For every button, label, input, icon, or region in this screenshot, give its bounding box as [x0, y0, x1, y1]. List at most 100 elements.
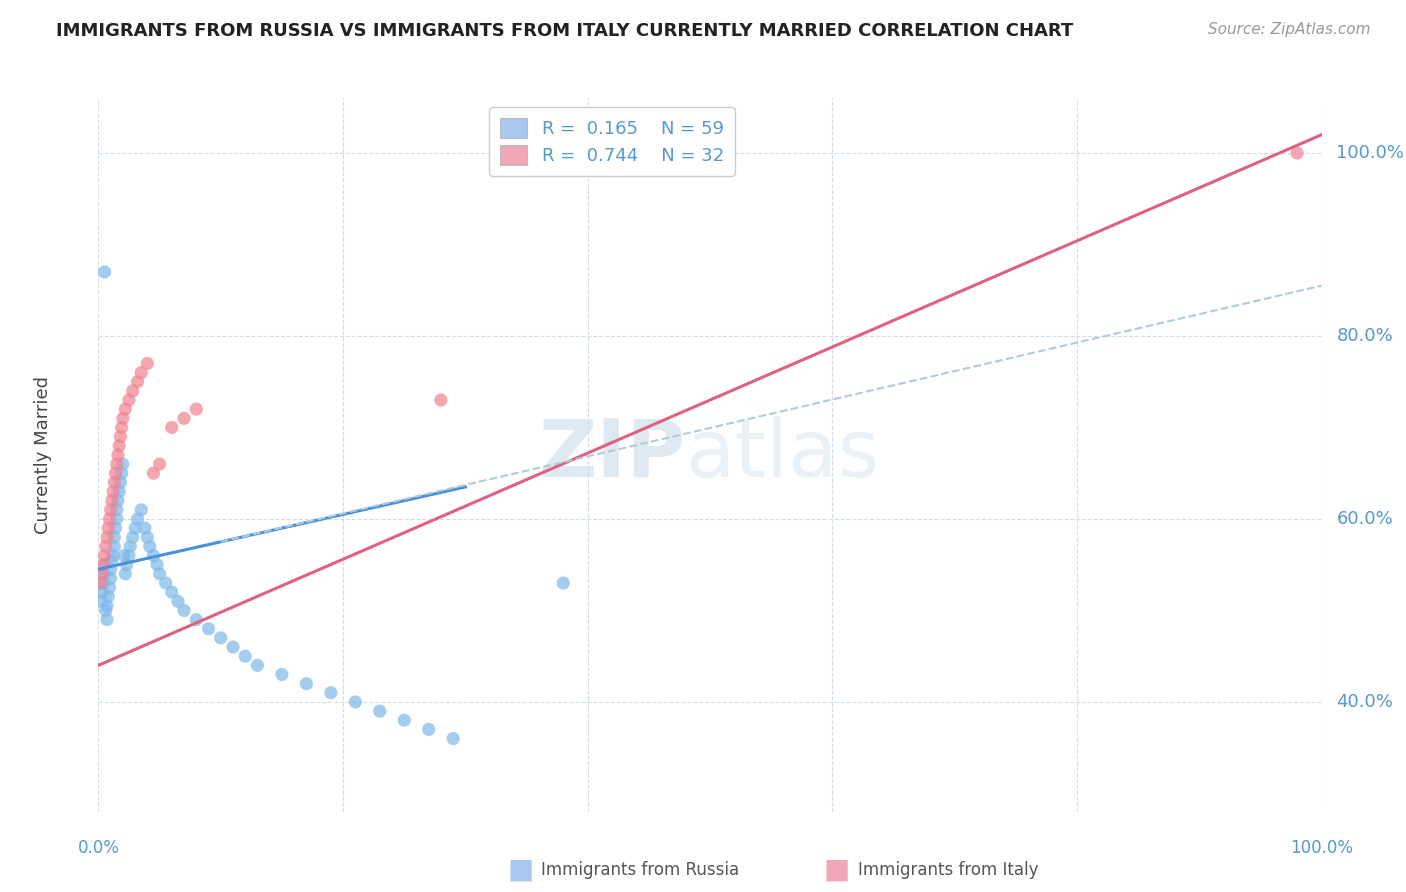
Point — [112, 549, 135, 563]
Point — [139, 540, 162, 554]
Point — [553, 576, 575, 591]
Point — [115, 558, 138, 572]
Text: 100.0%: 100.0% — [1336, 144, 1405, 162]
Point — [100, 503, 122, 517]
Point — [121, 384, 143, 398]
Point — [103, 530, 125, 544]
Point — [167, 594, 190, 608]
Text: ZIP: ZIP — [538, 416, 686, 494]
Point — [91, 576, 114, 591]
Point — [295, 676, 318, 690]
Text: ■: ■ — [824, 855, 849, 884]
Text: Immigrants from Italy: Immigrants from Italy — [858, 861, 1038, 879]
Point — [91, 558, 114, 572]
Text: atlas: atlas — [686, 416, 880, 494]
Point — [173, 411, 195, 425]
Point — [155, 576, 177, 591]
Point — [114, 402, 136, 417]
Point — [111, 411, 134, 425]
Point — [93, 558, 115, 572]
Point — [103, 540, 125, 554]
Point — [108, 439, 131, 453]
Point — [105, 512, 128, 526]
Point — [100, 571, 122, 585]
Point — [418, 723, 440, 737]
Point — [160, 420, 183, 434]
Point — [430, 392, 453, 407]
Point — [98, 512, 121, 526]
Point — [114, 566, 136, 581]
Point — [344, 695, 367, 709]
Point — [134, 521, 156, 535]
Point — [90, 576, 112, 591]
Point — [118, 549, 141, 563]
Point — [233, 649, 256, 664]
Point — [107, 493, 129, 508]
Point — [149, 566, 172, 581]
Point — [1286, 146, 1309, 161]
Point — [186, 613, 208, 627]
Point — [98, 581, 121, 595]
Point — [105, 457, 128, 471]
Point — [441, 731, 464, 746]
Text: Currently Married: Currently Married — [34, 376, 52, 534]
Point — [246, 658, 269, 673]
Point — [270, 667, 294, 681]
Point — [93, 566, 115, 581]
Text: 0.0%: 0.0% — [77, 839, 120, 857]
Point — [160, 585, 183, 599]
Point — [104, 521, 127, 535]
Point — [319, 686, 342, 700]
Point — [186, 402, 208, 417]
Point — [96, 599, 118, 613]
Point — [101, 549, 124, 563]
Point — [173, 603, 195, 617]
Point — [146, 558, 169, 572]
Point — [91, 566, 114, 581]
Text: IMMIGRANTS FROM RUSSIA VS IMMIGRANTS FROM ITALY CURRENTLY MARRIED CORRELATION CH: IMMIGRANTS FROM RUSSIA VS IMMIGRANTS FRO… — [56, 22, 1074, 40]
Point — [100, 562, 122, 576]
Text: 80.0%: 80.0% — [1336, 327, 1393, 345]
Point — [101, 484, 124, 499]
Point — [124, 521, 146, 535]
Point — [96, 530, 118, 544]
Point — [111, 420, 134, 434]
Point — [129, 503, 152, 517]
Point — [392, 713, 416, 727]
Point — [94, 540, 117, 554]
Text: Source: ZipAtlas.com: Source: ZipAtlas.com — [1208, 22, 1371, 37]
Point — [209, 631, 232, 645]
Point — [197, 622, 219, 636]
Point — [111, 457, 134, 471]
Point — [118, 392, 141, 407]
Point — [149, 457, 172, 471]
Point — [104, 467, 127, 481]
Point — [105, 503, 128, 517]
Point — [97, 521, 120, 535]
Text: 40.0%: 40.0% — [1336, 693, 1393, 711]
Point — [110, 429, 132, 443]
Text: ■: ■ — [508, 855, 533, 884]
Point — [120, 540, 142, 554]
Point — [93, 265, 115, 279]
Text: Immigrants from Russia: Immigrants from Russia — [541, 861, 740, 879]
Point — [136, 530, 159, 544]
Point — [142, 549, 165, 563]
Point — [127, 375, 149, 389]
Point — [94, 603, 117, 617]
Point — [96, 613, 118, 627]
Point — [90, 594, 112, 608]
Point — [108, 484, 131, 499]
Point — [93, 549, 115, 563]
Point — [101, 553, 124, 567]
Point — [121, 530, 143, 544]
Point — [107, 448, 129, 462]
Point — [111, 467, 134, 481]
Point — [97, 590, 120, 604]
Point — [222, 640, 245, 654]
Point — [103, 475, 125, 490]
Point — [127, 512, 149, 526]
Point — [101, 493, 124, 508]
Text: 100.0%: 100.0% — [1291, 839, 1353, 857]
Point — [136, 356, 159, 370]
